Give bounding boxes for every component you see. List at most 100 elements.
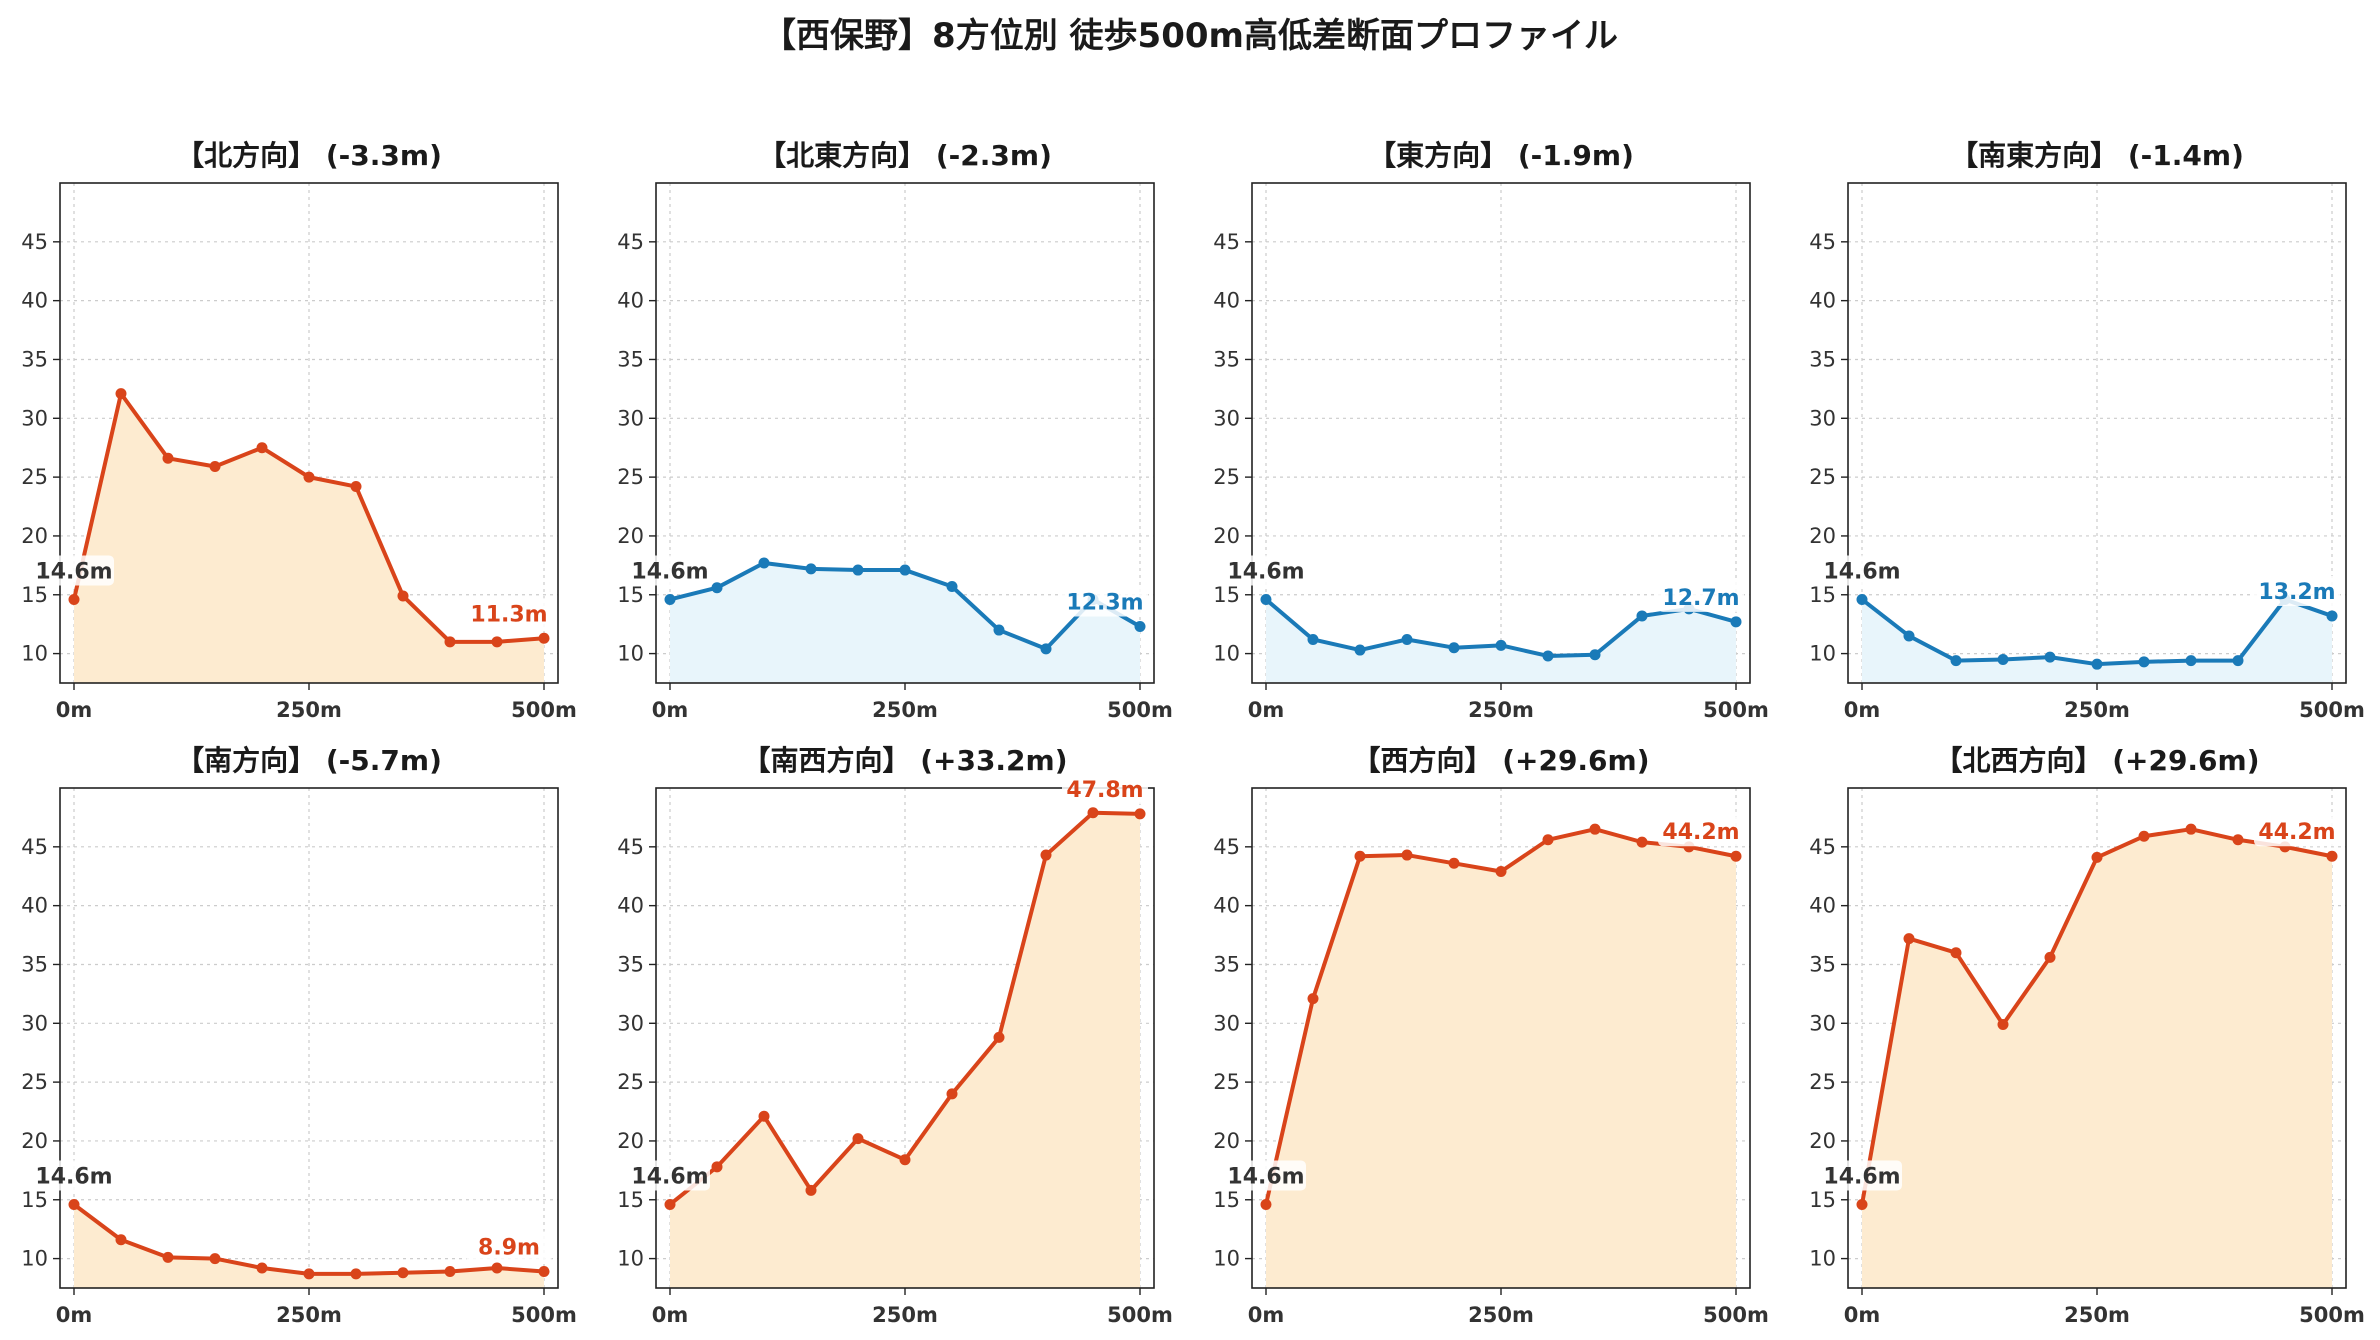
data-point bbox=[1950, 655, 1962, 667]
data-point bbox=[1997, 1018, 2009, 1030]
data-point bbox=[1260, 593, 1272, 605]
y-tick-label: 35 bbox=[1809, 952, 1836, 976]
data-point bbox=[1589, 649, 1601, 661]
start-label: 14.6m bbox=[1823, 559, 1900, 584]
y-tick-label: 20 bbox=[617, 1129, 644, 1153]
end-label-bg bbox=[1658, 816, 1744, 847]
end-label-bg bbox=[1658, 581, 1744, 612]
data-point bbox=[2185, 655, 2197, 667]
y-tick-label: 20 bbox=[617, 524, 644, 548]
panel-title: 【北方向】 (-3.3m) bbox=[176, 139, 442, 172]
x-tick-label: 250m bbox=[2064, 698, 2130, 722]
data-point bbox=[852, 564, 864, 576]
x-tick-label: 250m bbox=[2064, 1303, 2130, 1327]
start-label-bg bbox=[34, 555, 114, 586]
data-point bbox=[538, 632, 550, 644]
data-point bbox=[397, 1267, 409, 1279]
x-tick-label: 500m bbox=[2299, 698, 2365, 722]
data-point bbox=[1040, 849, 1052, 861]
data-point bbox=[1589, 823, 1601, 835]
axes-frame bbox=[1847, 182, 2347, 684]
y-tick-label: 40 bbox=[1213, 289, 1240, 313]
chart-panel-7: 【西方向】 (+29.6m) 10 15 20 25 30 35 40 45 0m 250m 500m… bbox=[1213, 744, 1769, 1327]
y-tick-label: 25 bbox=[21, 465, 48, 489]
area-fill bbox=[1266, 599, 1736, 683]
data-point bbox=[1903, 630, 1915, 642]
data-point bbox=[1448, 857, 1460, 869]
y-tick-label: 25 bbox=[1213, 1070, 1240, 1094]
y-tick-label: 10 bbox=[617, 642, 644, 666]
y-tick-label: 45 bbox=[1809, 230, 1836, 254]
y-tick-label: 15 bbox=[617, 583, 644, 607]
y-tick-label: 30 bbox=[1809, 1011, 1836, 1035]
area-fill bbox=[1862, 829, 2332, 1288]
data-point bbox=[1307, 993, 1319, 1005]
x-tick-label: 250m bbox=[872, 1303, 938, 1327]
start-label-bg bbox=[34, 1160, 114, 1191]
data-point bbox=[711, 582, 723, 594]
axes-frame bbox=[59, 787, 559, 1289]
data-point bbox=[758, 1110, 770, 1122]
data-point bbox=[444, 1266, 456, 1278]
end-label: 47.8m bbox=[1066, 778, 1143, 803]
start-label-bg bbox=[630, 1160, 710, 1191]
x-tick-label: 250m bbox=[276, 698, 342, 722]
data-point bbox=[805, 563, 817, 575]
data-point bbox=[1950, 947, 1962, 959]
y-tick-label: 40 bbox=[1809, 289, 1836, 313]
y-tick-label: 30 bbox=[1213, 406, 1240, 430]
end-label-bg bbox=[1062, 773, 1148, 804]
data-point bbox=[350, 1268, 362, 1280]
data-point bbox=[68, 1198, 80, 1210]
data-point bbox=[946, 581, 958, 593]
y-tick-label: 45 bbox=[21, 230, 48, 254]
data-point bbox=[2044, 951, 2056, 963]
data-point bbox=[115, 388, 127, 400]
data-point bbox=[256, 1262, 268, 1274]
chart-panel-2: 【北東方向】 (-2.3m) 10 15 20 25 30 35 40 45 0m 250m 500m… bbox=[617, 139, 1173, 722]
y-tick-label: 15 bbox=[617, 1188, 644, 1212]
y-tick-label: 20 bbox=[1809, 1129, 1836, 1153]
area-fill bbox=[74, 393, 544, 683]
data-point bbox=[209, 1253, 221, 1265]
x-tick-label: 0m bbox=[1844, 698, 1881, 722]
data-point bbox=[162, 452, 174, 464]
data-point bbox=[162, 1251, 174, 1263]
end-label-bg bbox=[1062, 586, 1148, 617]
data-point bbox=[805, 1184, 817, 1196]
start-label: 14.6m bbox=[1227, 559, 1304, 584]
end-label: 44.2m bbox=[2258, 820, 2335, 845]
data-point bbox=[491, 636, 503, 648]
start-label-bg bbox=[1226, 555, 1306, 586]
x-tick-label: 0m bbox=[652, 1303, 689, 1327]
start-label-bg bbox=[630, 555, 710, 586]
y-tick-label: 30 bbox=[1809, 406, 1836, 430]
y-tick-label: 45 bbox=[1213, 835, 1240, 859]
data-point bbox=[2232, 834, 2244, 846]
x-tick-label: 0m bbox=[1248, 698, 1285, 722]
end-label: 12.7m bbox=[1662, 586, 1739, 611]
data-point bbox=[209, 461, 221, 473]
data-point bbox=[993, 624, 1005, 636]
x-tick-label: 500m bbox=[1107, 1303, 1173, 1327]
x-tick-label: 500m bbox=[511, 1303, 577, 1327]
start-label-bg bbox=[1226, 1160, 1306, 1191]
panel-title: 【南東方向】 (-1.4m) bbox=[1950, 139, 2244, 172]
data-point bbox=[350, 481, 362, 493]
y-tick-label: 20 bbox=[1213, 1129, 1240, 1153]
panel-title: 【南方向】 (-5.7m) bbox=[176, 744, 442, 777]
chart-panel-3: 【東方向】 (-1.9m) 10 15 20 25 30 35 40 45 0m 250m 500m 1… bbox=[1213, 139, 1769, 722]
area-fill bbox=[1266, 829, 1736, 1288]
data-point bbox=[899, 564, 911, 576]
start-label: 14.6m bbox=[1823, 1164, 1900, 1189]
data-point bbox=[1856, 593, 1868, 605]
data-point bbox=[303, 471, 315, 483]
data-point bbox=[2232, 655, 2244, 667]
y-tick-label: 15 bbox=[1213, 1188, 1240, 1212]
y-tick-label: 30 bbox=[617, 1011, 644, 1035]
data-point bbox=[664, 593, 676, 605]
y-tick-label: 10 bbox=[1213, 642, 1240, 666]
y-tick-label: 35 bbox=[617, 347, 644, 371]
y-tick-label: 25 bbox=[617, 1070, 644, 1094]
